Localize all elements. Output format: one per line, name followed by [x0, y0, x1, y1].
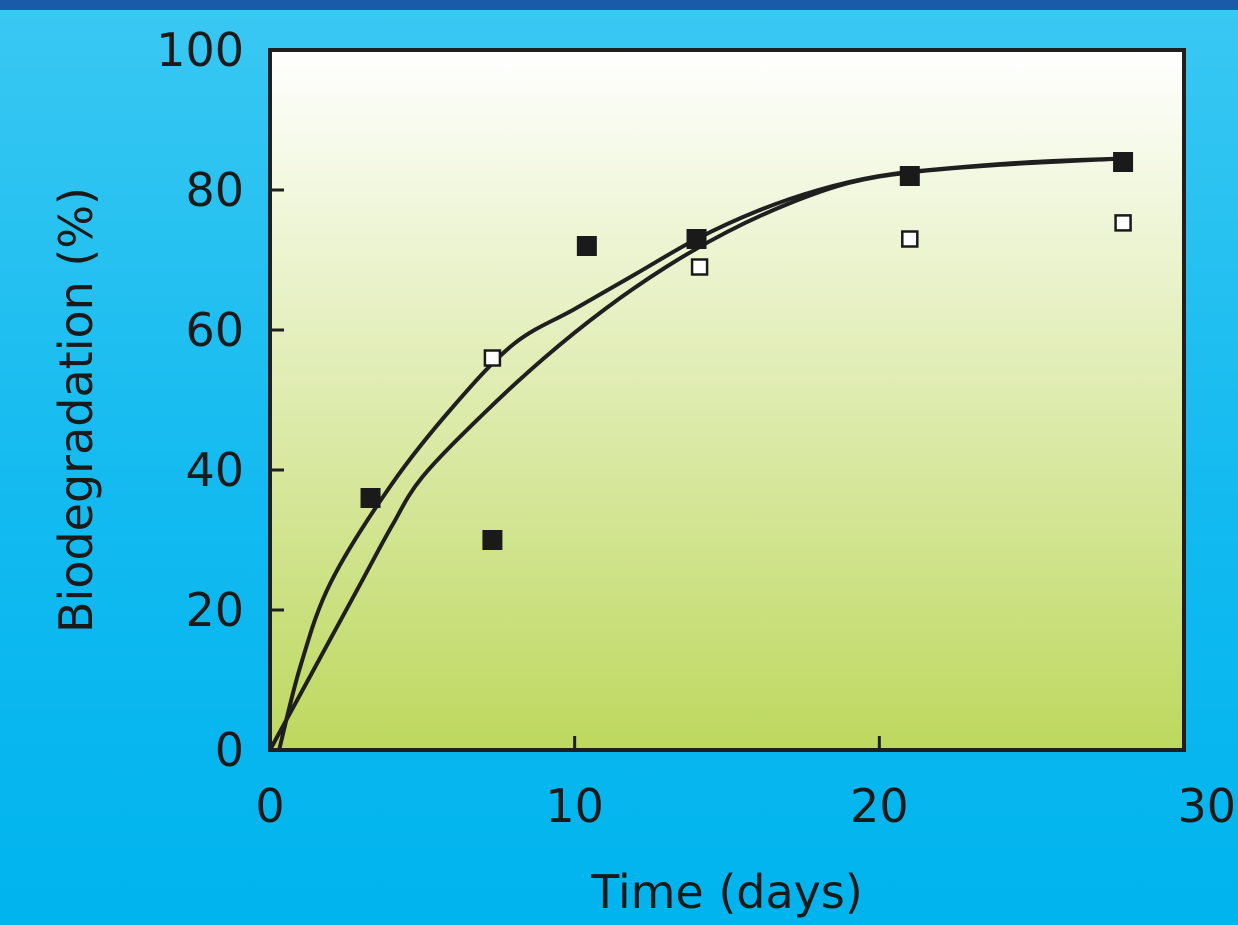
- y-tick-label: 20: [185, 583, 244, 637]
- data-point-filled: [360, 488, 381, 508]
- data-point-filled: [686, 229, 707, 249]
- y-tick-label: 100: [156, 23, 244, 77]
- data-point-filled: [1113, 152, 1134, 172]
- data-point-filled: [899, 166, 920, 186]
- y-tick-label: 40: [185, 443, 244, 497]
- y-tick-label: 80: [185, 163, 244, 217]
- data-point-open: [690, 258, 709, 276]
- x-axis-title: Time (days): [590, 865, 863, 919]
- plot-area: [268, 48, 1186, 752]
- data-point-open: [483, 349, 502, 367]
- x-tick-label: 30: [1177, 779, 1236, 833]
- y-axis-ticks: 0 20 40 60 80 100: [156, 23, 284, 777]
- y-tick-label: 60: [185, 303, 244, 357]
- data-point-filled: [482, 530, 503, 550]
- y-axis-title: Biodegradation (%): [49, 187, 103, 633]
- x-tick-label: 20: [850, 779, 909, 833]
- y-tick-label: 0: [215, 723, 244, 777]
- x-tick-label: 0: [255, 779, 284, 833]
- data-point-open: [901, 230, 919, 248]
- top-banner-strip: [0, 0, 1238, 10]
- x-axis-ticks: 0 10 20 30: [255, 736, 1236, 833]
- x-tick-label: 10: [545, 779, 604, 833]
- data-point-open: [1114, 214, 1132, 232]
- data-markers: [360, 152, 1134, 550]
- data-point-filled: [576, 236, 597, 256]
